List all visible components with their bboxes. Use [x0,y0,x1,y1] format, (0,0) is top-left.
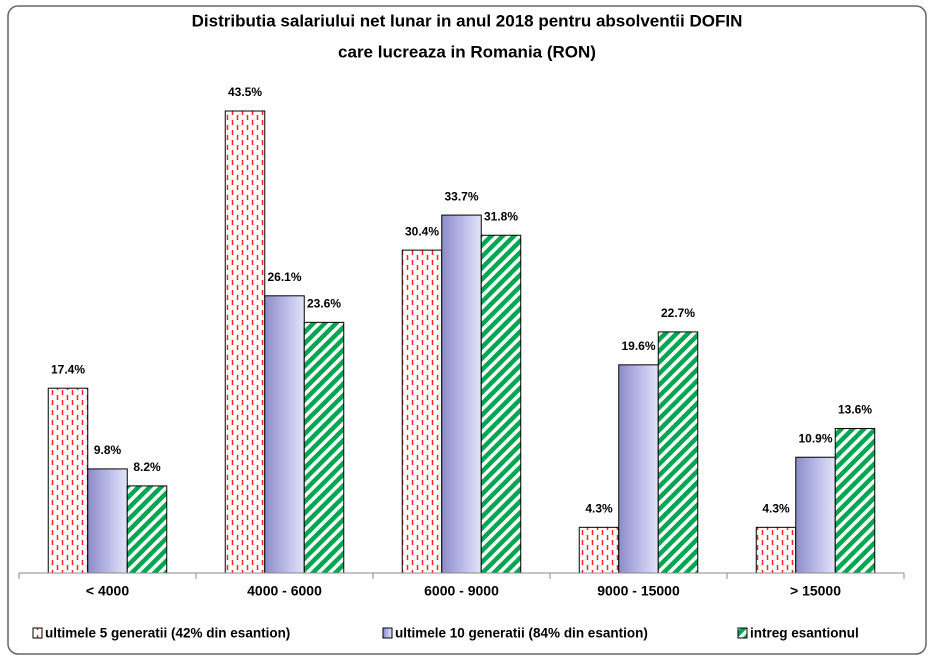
bar [657,331,699,574]
bar [578,526,620,574]
data-label: 30.4% [405,224,439,238]
bar [303,321,345,574]
legend-label: ultimele 5 generatii (42% din esantion) [45,626,290,641]
data-label: 33.7% [444,189,478,203]
data-label: 23.6% [307,297,341,311]
data-label: 22.7% [661,306,695,320]
bar [126,485,168,574]
x-tick-label: 6000 - 9000 [424,583,499,599]
bar [264,295,305,574]
bar [618,364,659,574]
data-label: 4.3% [762,502,790,516]
bar [87,468,128,574]
bar [480,234,522,574]
bar [834,428,876,574]
bar [224,110,266,574]
bar [47,387,89,574]
chart-title: care lucreaza in Romania (RON) [338,42,596,61]
x-tick-label: 4000 - 6000 [247,583,322,599]
data-label: 10.9% [798,431,832,445]
data-label: 17.4% [51,362,85,376]
legend-swatch [737,627,748,639]
data-label: 19.6% [621,339,655,353]
data-label: 4.3% [585,502,613,516]
legend-label: ultimele 10 generatii (84% din esantion) [395,626,648,641]
bar [755,526,797,574]
data-label: 8.2% [133,460,161,474]
chart-title: Distributia salariului net lunar in anul… [192,11,743,30]
legend-label: intreg esantionul [750,626,859,641]
x-tick-label: < 4000 [86,583,129,599]
x-tick-label: 9000 - 15000 [597,583,680,599]
data-label: 31.8% [484,209,518,223]
bar [441,214,482,574]
legend-swatch [382,627,393,639]
data-label: 9.8% [94,443,122,457]
data-label: 26.1% [267,270,301,284]
data-label: 43.5% [228,85,262,99]
bar [795,456,836,574]
data-label: 13.6% [838,403,872,417]
legend-swatch [32,627,43,639]
bar [401,249,443,574]
x-tick-label: > 15000 [790,583,841,599]
